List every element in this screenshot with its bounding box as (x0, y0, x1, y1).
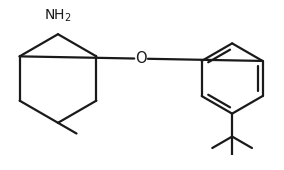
Text: O: O (135, 51, 147, 66)
Text: NH$_2$: NH$_2$ (44, 8, 72, 24)
